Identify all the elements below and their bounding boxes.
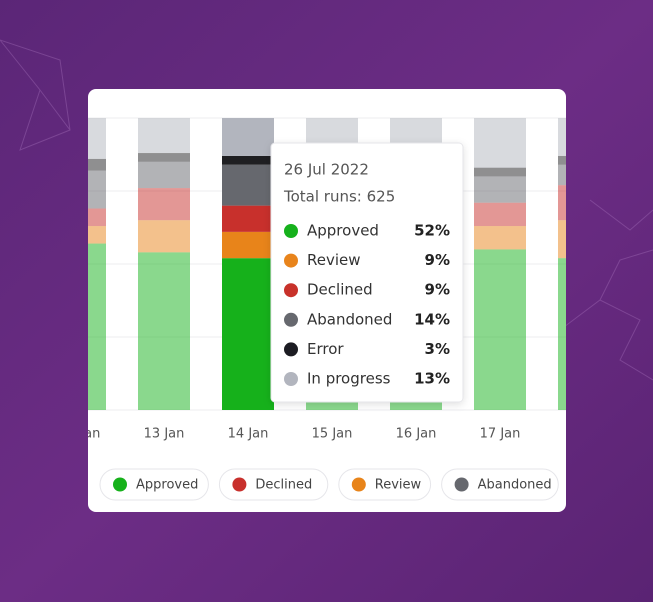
tooltip-label: Abandoned [307,310,392,328]
bar-segment [558,185,566,221]
legend: Approved Declined Review Abandoned [99,468,559,501]
network-decoration [0,39,653,381]
bar-segment [558,220,566,259]
legend-label: Approved [136,478,198,493]
tooltip-box [270,142,464,403]
bar-segment [138,118,190,154]
x-tick-label: 13 Jan [144,427,185,442]
bar-segment [138,252,190,410]
legend-marker [232,477,247,492]
legend-item: Abandoned [441,468,559,501]
tooltip-label: Approved [307,222,379,240]
legend-label: Review [375,478,422,493]
bar-segment [474,176,526,203]
tooltip-marker [284,283,298,298]
legend-marker [454,477,469,492]
legend-item: Approved [99,468,209,501]
bar-segment [222,258,274,410]
bar-stack [474,118,526,410]
bar-segment [88,170,106,209]
bar-segment [88,118,106,159]
tooltip-value: 14% [414,310,450,328]
legend-marker [113,477,127,492]
bar-segment [88,158,106,171]
tooltip-label: Declined [307,281,373,299]
bar-segment [222,231,274,259]
bar-stack [558,118,566,410]
tooltip-marker [284,342,298,357]
bar-segment [558,258,566,410]
tooltip-marker [284,312,298,327]
tooltip-value: 52% [414,222,450,240]
tooltip-value: 9% [425,281,450,299]
legend-item: Review [338,468,432,501]
legend-item: Declined [218,468,329,501]
bar-segment [474,202,526,227]
tooltip-value: 9% [425,251,450,269]
bar-stack [222,118,274,410]
legend-label: Declined [255,478,312,493]
tooltip-value: 3% [425,340,450,358]
bar-segment [88,243,106,410]
x-tick-label: 14 Jan [228,427,269,442]
tooltip-label: Review [307,251,361,269]
bar-segment [474,167,526,177]
x-tick-label: 12 Jan [60,427,101,442]
bar-stack [88,118,106,410]
bar-segment [474,118,526,168]
tooltip: 26 Jul 2022 Total runs: 625 Approved 52% R… [270,142,464,403]
legend-chip [441,468,559,501]
bar-segment [558,164,566,186]
bar-segment [474,226,526,250]
tooltip-marker [284,372,298,386]
bar-segment [558,118,566,156]
legend-marker [351,477,366,492]
tooltip-label: In progress [307,370,391,388]
legend-label: Abandoned [478,478,552,493]
bar-segment [138,153,190,162]
bar-segment [222,155,274,165]
bar-segment [222,164,274,206]
bar-segment [88,226,106,244]
bar-segment [88,208,106,227]
bar-segment [474,249,526,410]
tooltip-value: 13% [414,370,450,388]
tooltip-subtitle: Total runs: 625 [283,188,395,206]
legend-chip [338,468,432,501]
tooltip-label: Error [307,340,344,358]
bar-segment [222,205,274,232]
x-tick-label: 15 Jan [312,427,353,442]
bar-segment [138,188,190,221]
legend-chip [218,468,329,501]
bar-segment [138,161,190,189]
bar-segment [138,220,190,253]
bar-stack [138,118,190,410]
legend-chip [99,468,209,501]
x-tick-label: 16 Jan [396,427,437,442]
bar-segment [558,155,566,165]
bar-segment [222,118,274,156]
tooltip-title: 26 Jul 2022 [284,161,369,179]
x-tick-label: 17 Jan [480,427,521,442]
tooltip-marker [284,253,298,268]
tooltip-marker [284,224,298,238]
